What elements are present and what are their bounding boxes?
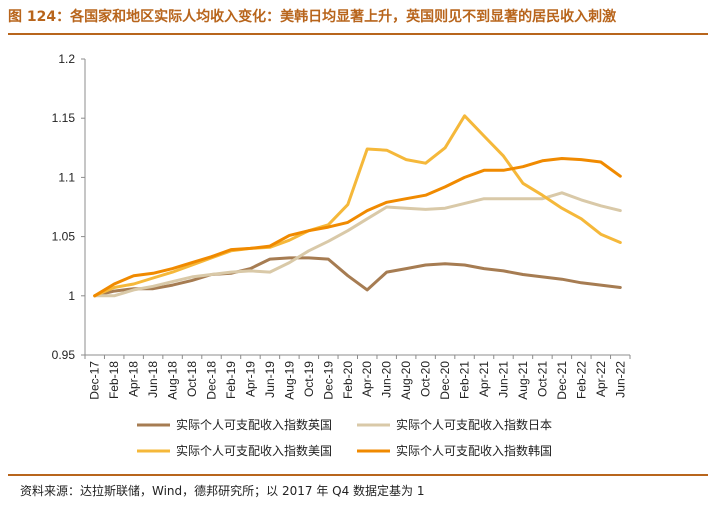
x-tick-label: Jun-18 [146, 361, 160, 398]
x-tick-label: Dec-21 [555, 361, 569, 400]
chart-axes: 0.95 1 1.05 1.1 1.15 1.2 Dec-17 Feb-18 Apr-18 Jun… [52, 52, 631, 400]
x-tick-label: Oct-18 [185, 361, 199, 397]
x-tick-label: Feb-21 [458, 361, 472, 399]
y-tick-label: 1 [68, 289, 75, 303]
x-tick-label: Feb-22 [574, 361, 588, 399]
series-line-3 [93, 157, 622, 298]
y-tick-label: 1.2 [58, 52, 75, 66]
series-line-0 [93, 256, 622, 298]
x-tick-label: Aug-18 [166, 361, 180, 400]
legend-label-3: 实际个人可支配收入指数韩国 [396, 443, 552, 458]
x-tick-label: Feb-19 [224, 361, 238, 399]
legend-label-2: 实际个人可支配收入指数美国 [176, 443, 332, 458]
x-tick-label: Jun-20 [380, 361, 394, 398]
legend-label-1: 实际个人可支配收入指数日本 [396, 417, 552, 432]
x-tick-label: Aug-19 [282, 361, 296, 400]
source-note: 资料来源：达拉斯联储，Wind，德邦研究所；以 2017 年 Q4 数据定基为 … [20, 484, 425, 498]
y-tick-label: 1.1 [58, 170, 75, 184]
top-rule [8, 33, 708, 35]
series-line-1 [93, 191, 622, 298]
x-tick-label: Feb-18 [107, 361, 121, 399]
x-tick-label: Apr-21 [477, 361, 491, 397]
x-tick-label: Jun-19 [263, 361, 277, 398]
x-tick-label: Dec-17 [88, 361, 102, 400]
x-tick-label: Aug-20 [399, 361, 413, 400]
x-tick-label: Feb-20 [341, 361, 355, 399]
x-tick-label: Oct-20 [419, 361, 433, 397]
x-tick-label: Oct-21 [535, 361, 549, 397]
bottom-rule [8, 474, 708, 476]
x-tick-label: Apr-20 [360, 361, 374, 397]
chart-series [93, 114, 622, 298]
x-tick-label: Dec-19 [321, 361, 335, 400]
x-tick-label: Dec-18 [205, 361, 219, 400]
x-tick-label: Dec-20 [438, 361, 452, 400]
x-tick-label: Apr-18 [127, 361, 141, 397]
series-line-2 [93, 114, 622, 298]
x-tick-label: Jun-22 [613, 361, 627, 398]
figure-title: 图 124：各国家和地区实际人均收入变化：美韩日均显著上升，英国则见不到显著的居… [8, 9, 617, 25]
legend-label-0: 实际个人可支配收入指数英国 [176, 417, 332, 432]
x-tick-label: Apr-22 [594, 361, 608, 397]
x-tick-label: Aug-21 [516, 361, 530, 400]
y-tick-label: 0.95 [52, 348, 76, 362]
x-tick-label: Oct-19 [302, 361, 316, 397]
y-tick-label: 1.15 [52, 111, 76, 125]
x-tick-label: Apr-19 [243, 361, 257, 397]
y-tick-label: 1.05 [52, 230, 76, 244]
x-tick-label: Jun-21 [496, 361, 510, 398]
